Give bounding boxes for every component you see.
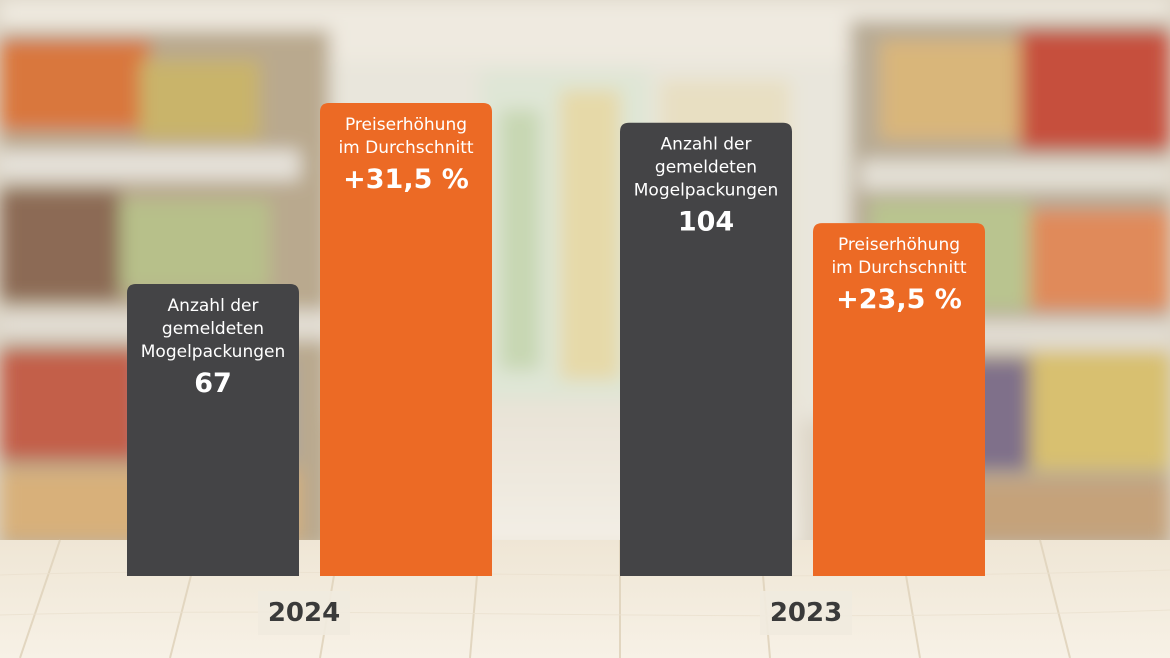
bar-value-price-increase-2024: +31,5 % bbox=[343, 164, 469, 195]
bar-value-price-increase-2023: +23,5 % bbox=[836, 284, 962, 315]
bar-caption-count-2023-line-2: gemeldeten bbox=[655, 158, 757, 178]
bar-price-increase-2023 bbox=[813, 223, 985, 576]
bar-caption-price-increase-2023-line-1: Preiserhöhung bbox=[838, 235, 960, 255]
year-label-2023: 2023 bbox=[760, 591, 852, 635]
bar-caption-price-increase-2024-line-2: im Durchschnitt bbox=[338, 138, 473, 158]
bar-caption-price-increase-2024-line-1: Preiserhöhung bbox=[345, 115, 467, 135]
bar-count-2024 bbox=[127, 284, 299, 576]
bar-caption-price-increase-2023-line-2: im Durchschnitt bbox=[831, 258, 966, 278]
bar-value-count-2023: 104 bbox=[678, 207, 734, 238]
bar-caption-count-2024-line-2: gemeldeten bbox=[162, 319, 264, 339]
bar-caption-count-2024-line-1: Anzahl der bbox=[168, 296, 259, 316]
bar-caption-count-2024-line-3: Mogelpackungen bbox=[141, 342, 286, 362]
bar-count-2023 bbox=[620, 122, 792, 576]
bar-caption-count-2023-line-1: Anzahl der bbox=[661, 135, 752, 155]
bar-caption-count-2023-line-3: Mogelpackungen bbox=[634, 181, 779, 201]
year-label-2024: 2024 bbox=[258, 591, 350, 635]
bar-value-count-2024: 67 bbox=[194, 368, 232, 399]
bar-price-increase-2024 bbox=[320, 103, 492, 576]
